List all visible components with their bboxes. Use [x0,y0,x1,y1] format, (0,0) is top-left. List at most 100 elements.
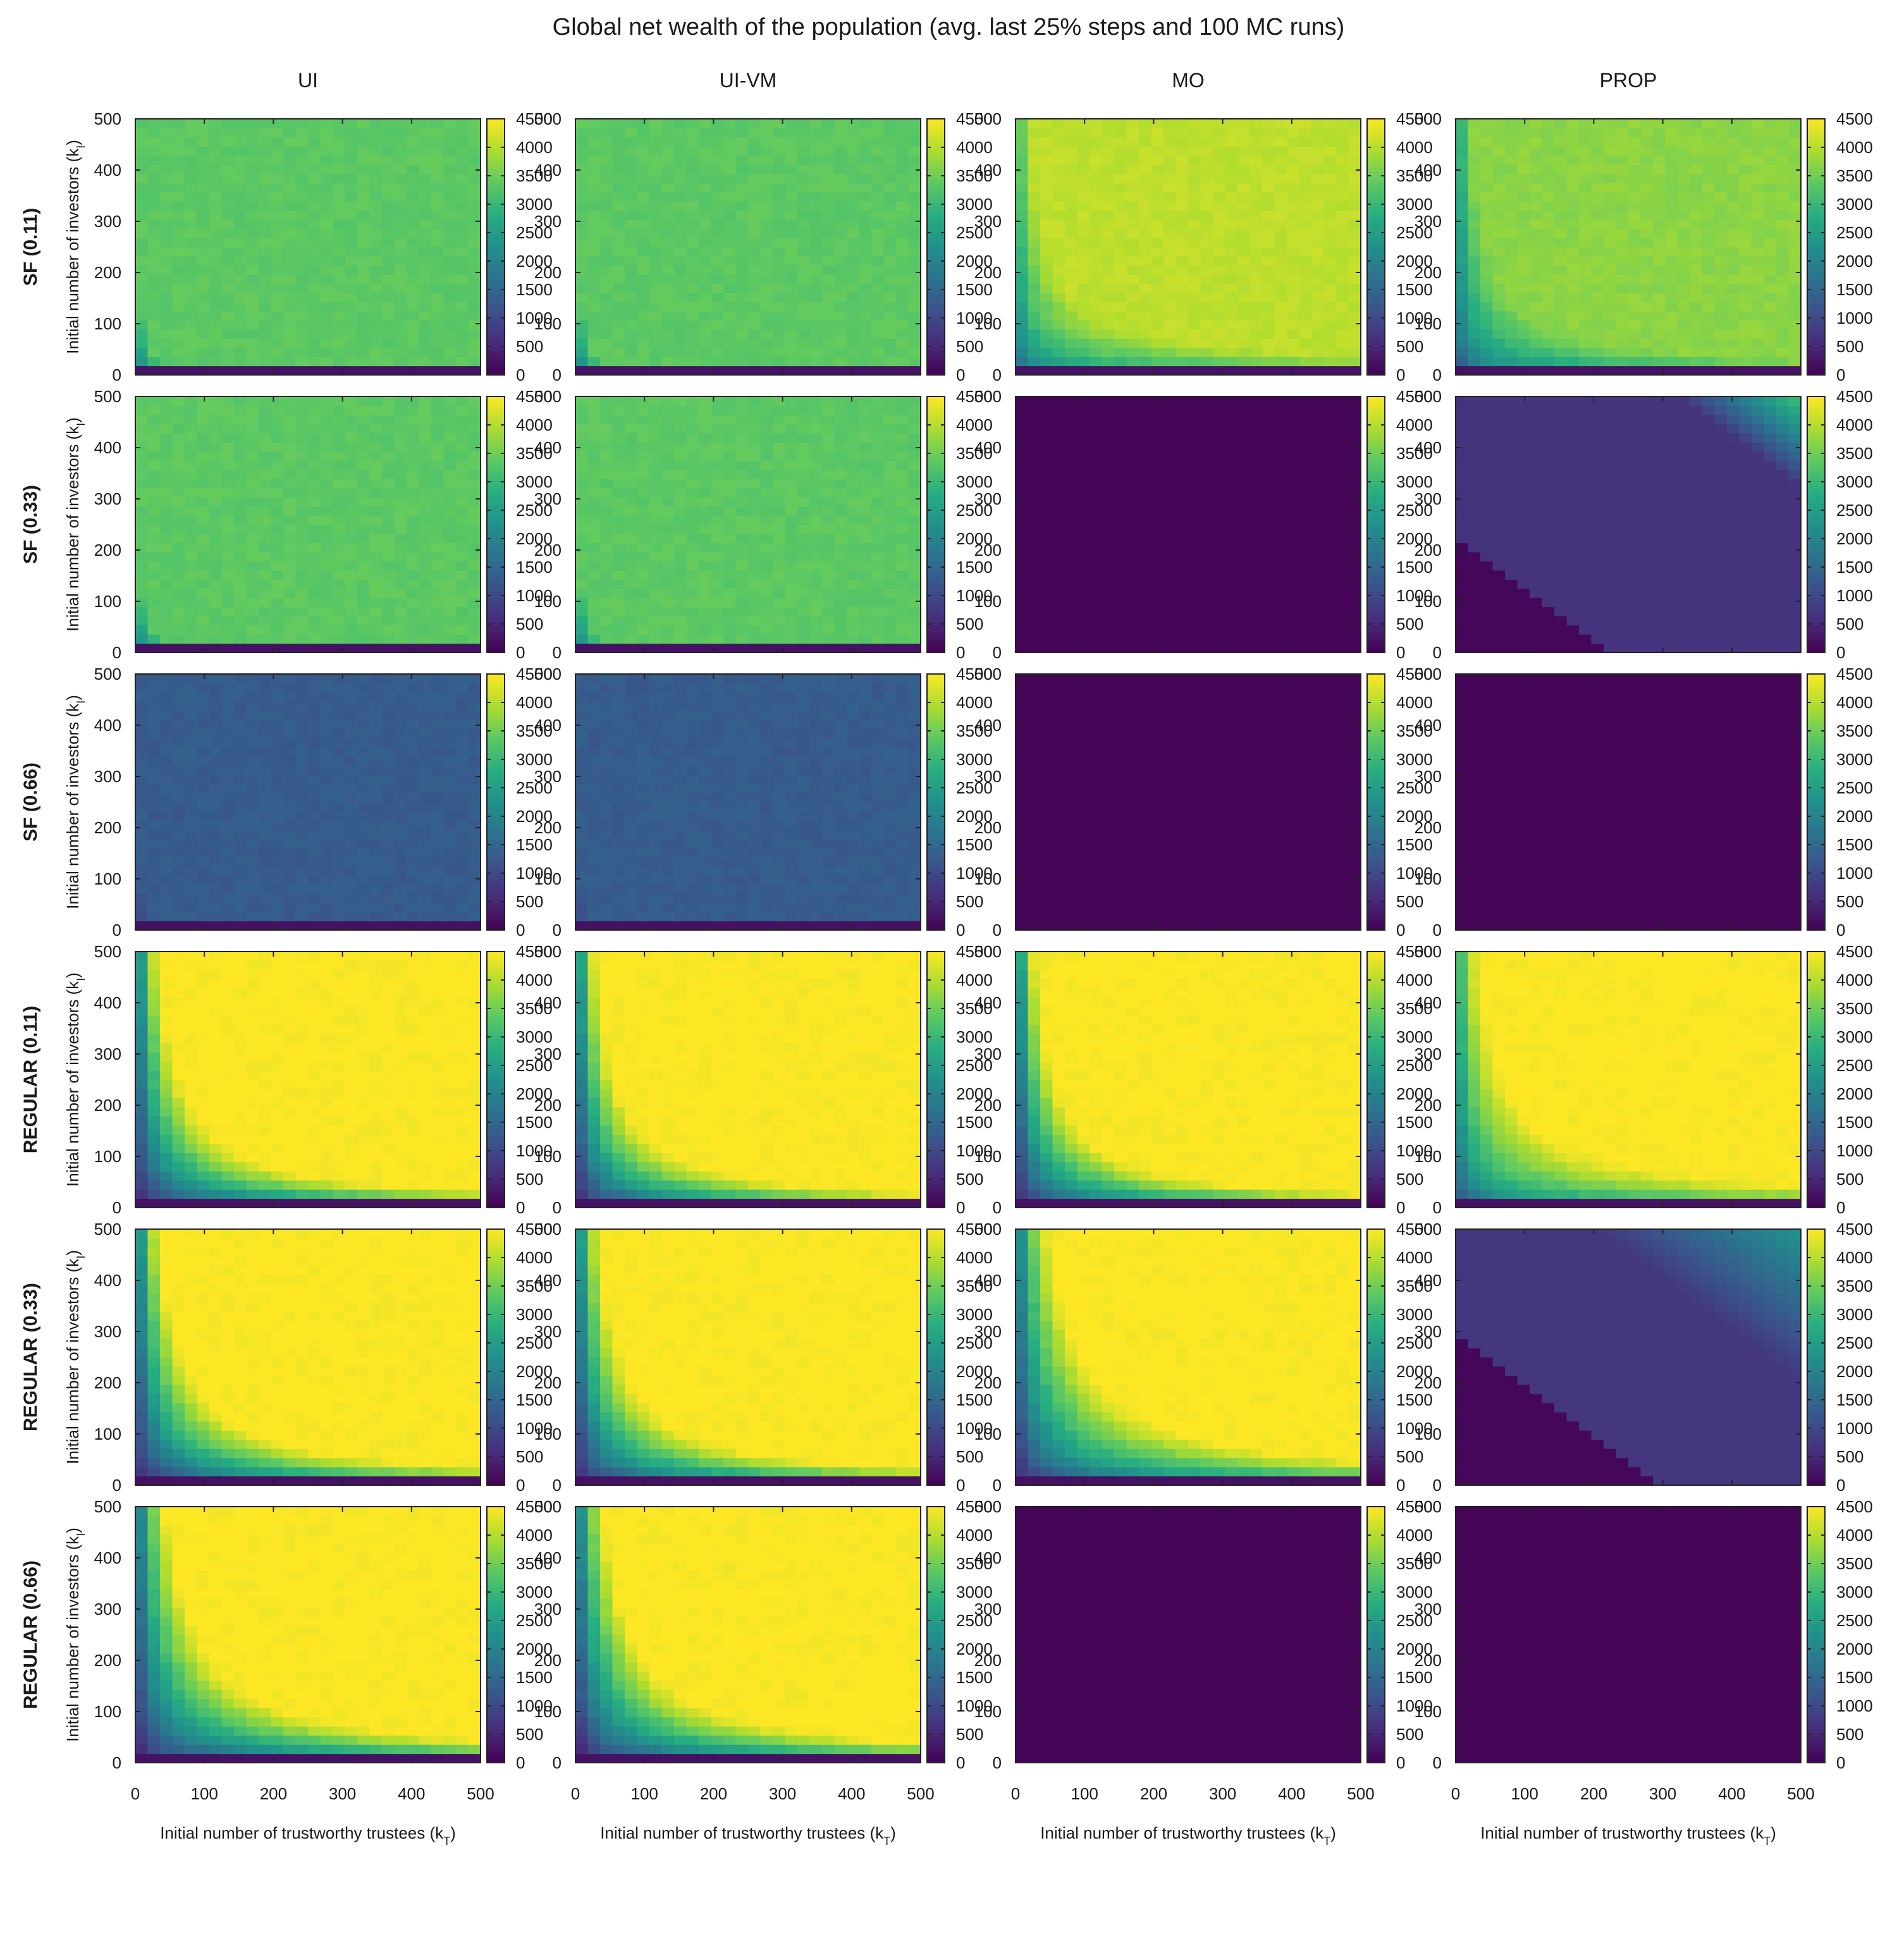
colorbar-tick-label: 2000 [516,529,553,548]
heatmap-cell [1188,210,1201,220]
heatmap-cell [320,338,333,348]
heatmap-cell [431,201,445,211]
heatmap-cell [809,451,823,461]
heatmap-cell [1163,283,1177,293]
heatmap-cell [1727,338,1740,348]
heatmap-cell [711,588,724,598]
heatmap-cell [135,570,149,580]
heatmap-cell [197,292,210,302]
heatmap-cell [1554,137,1568,147]
heatmap-cell [797,274,811,284]
heatmap-cell [1480,329,1494,339]
heatmap-cell [773,606,786,616]
heatmap-cell [308,219,321,230]
heatmap-cell [1311,357,1325,367]
heatmap-cell [369,155,383,165]
heatmap-cell [612,414,625,424]
heatmap-cell [308,597,321,608]
heatmap-cell [1678,201,1691,211]
heatmap-cell [369,424,383,434]
heatmap-cell [1714,228,1728,238]
heatmap-cell [283,460,297,470]
heatmap-cell [246,365,259,376]
heatmap-cell [1579,302,1592,312]
heatmap-cell [674,561,687,571]
heatmap-cell [468,347,481,357]
colorbar-tick-label: 1000 [516,586,553,605]
heatmap-cell [773,515,786,525]
heatmap-cell [1702,302,1716,312]
heatmap-cell [320,146,333,156]
heatmap-cell [1237,365,1251,376]
heatmap-cell [295,137,309,147]
heatmap-cell [1492,238,1506,248]
heatmap-cell [822,365,835,376]
heatmap-cell [209,506,223,516]
heatmap-cell [871,137,885,147]
heatmap-cell [135,542,149,553]
heatmap-cell [649,255,663,266]
heatmap-cell [1456,274,1469,284]
heatmap-cell [308,542,321,553]
heatmap-cell [674,579,687,589]
heatmap-cell [283,597,297,608]
heatmap-cell [234,310,247,321]
heatmap-cell [147,524,161,534]
heatmap-cell [625,292,638,302]
heatmap-cell [197,329,210,339]
heatmap-cell [847,424,860,434]
heatmap-cell [859,265,872,275]
heatmap-cell [785,164,798,175]
heatmap-cell [1323,238,1337,248]
heatmap-cell [1579,255,1592,266]
heatmap-cell [357,219,371,230]
heatmap-cell [147,414,161,424]
heatmap-cell [1077,247,1090,257]
heatmap-cell [1530,183,1543,193]
heatmap-cell [883,238,897,248]
heatmap-cell [271,460,284,470]
heatmap-cell [908,274,921,284]
heatmap-cell [431,570,445,580]
heatmap-cell [896,365,909,376]
heatmap-cell [625,365,638,376]
heatmap-cell [1702,320,1716,330]
heatmap-cell [185,487,198,498]
heatmap-cell [172,606,185,616]
heatmap-cell [1102,128,1115,138]
heatmap-cell [345,329,358,339]
heatmap-cell [883,119,897,129]
heatmap-cell [308,570,321,580]
heatmap-cell [382,283,395,293]
heatmap-cell [1665,137,1678,147]
heatmap-cell [748,625,761,635]
heatmap-cell [661,146,675,156]
heatmap-cell [1628,173,1642,183]
heatmap-cell [871,597,885,608]
heatmap-cell [468,460,481,470]
heatmap-cell [333,515,346,525]
heatmap-cell [1163,310,1177,321]
colorbar-tick-label: 3000 [1836,195,1873,214]
heatmap-cell [686,515,699,525]
heatmap-cell [587,515,601,525]
heatmap-cell [661,424,675,434]
heatmap-cell [147,137,161,147]
heatmap-cell [407,487,420,498]
heatmap-cell [1176,320,1189,330]
heatmap-cell [1604,283,1617,293]
heatmap-cell [575,533,589,544]
heatmap-cell [859,137,872,147]
heatmap-cell [1640,255,1654,266]
heatmap-cell [612,524,625,534]
heatmap-cell [686,329,699,339]
heatmap-cell [847,515,860,525]
heatmap-cell [172,542,185,553]
heatmap-cell [1591,146,1604,156]
heatmap-cell [661,469,675,479]
heatmap-cell [600,542,613,553]
heatmap-cell [587,424,601,434]
heatmap-cell [1480,310,1494,321]
heatmap-cell [1530,320,1543,330]
heatmap-cell [456,357,469,367]
